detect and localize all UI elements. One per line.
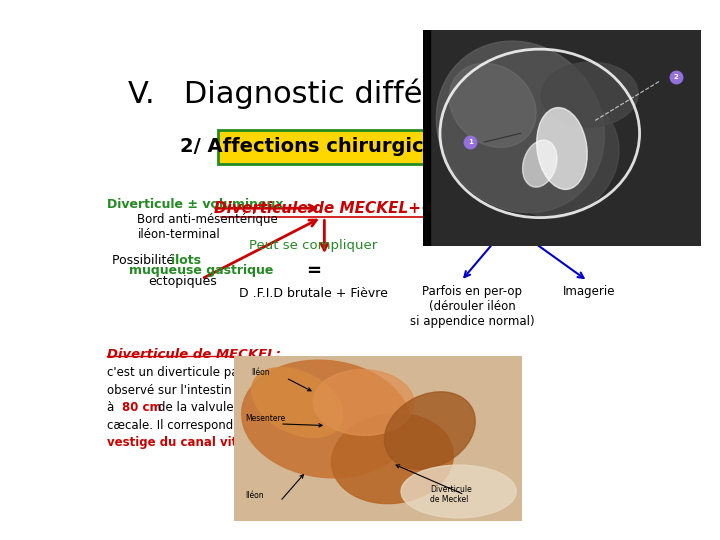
Text: =: = [306, 262, 320, 280]
Text: Possibilité: Possibilité [112, 254, 179, 267]
Text: vestige du canal vitellin.: vestige du canal vitellin. [107, 436, 270, 449]
Text: cæcale. Il correspond à un: cæcale. Il correspond à un [107, 418, 263, 431]
Ellipse shape [384, 392, 475, 469]
Ellipse shape [523, 140, 557, 187]
Text: Diagnostic: Diagnostic [466, 226, 557, 241]
Ellipse shape [401, 465, 516, 518]
Text: 80 cm: 80 cm [122, 401, 162, 414]
Text: Parfois en per-op
(dérouler iléon
si appendice normal): Parfois en per-op (dérouler iléon si app… [410, 285, 534, 328]
Text: Iléon: Iléon [246, 491, 264, 501]
Text: Mesentere: Mesentere [246, 414, 286, 423]
Text: observé sur l'intestin grêle: observé sur l'intestin grêle [107, 384, 265, 397]
Text: muqueuse gastrique: muqueuse gastrique [129, 264, 274, 277]
Text: à: à [107, 401, 118, 414]
Text: 2/ Affections chirurgicales: 2/ Affections chirurgicales [180, 137, 469, 156]
Text: ectopiques: ectopiques [148, 275, 217, 288]
Bar [423, 30, 431, 246]
Text: Bord anti-mésentérique
iléon-terminal: Bord anti-mésentérique iléon-terminal [138, 213, 278, 241]
Ellipse shape [313, 369, 414, 435]
Ellipse shape [449, 63, 536, 147]
Ellipse shape [436, 41, 605, 213]
Text: Diverticule de MECKEL++: Diverticule de MECKEL++ [215, 201, 434, 216]
Text: Imagerie: Imagerie [563, 285, 616, 298]
Ellipse shape [331, 414, 454, 504]
Text: 1: 1 [468, 139, 473, 145]
Text: Diverticule de MECKEL:: Diverticule de MECKEL: [107, 348, 281, 361]
Text: 2: 2 [673, 74, 678, 80]
Ellipse shape [252, 368, 343, 437]
Ellipse shape [505, 101, 619, 218]
Text: Diverticule
de Meckel: Diverticule de Meckel [430, 485, 472, 504]
Ellipse shape [536, 107, 588, 190]
Text: Iléon: Iléon [251, 368, 270, 377]
Text: ilots: ilots [171, 254, 201, 267]
Text: de la valvule iléo-: de la valvule iléo- [158, 401, 264, 414]
Text: V.   Diagnostic différentiel: V. Diagnostic différentiel [128, 79, 521, 109]
Text: c'est un diverticule parfois: c'est un diverticule parfois [107, 366, 264, 379]
Text: Peut se compliquer: Peut se compliquer [249, 239, 377, 252]
Text: D .F.I.D brutale + Fièvre: D .F.I.D brutale + Fièvre [239, 287, 387, 300]
Ellipse shape [242, 360, 410, 478]
Text: Diverticule ± volumineux: Diverticule ± volumineux [107, 198, 283, 211]
FancyBboxPatch shape [218, 130, 431, 164]
Ellipse shape [541, 62, 638, 127]
